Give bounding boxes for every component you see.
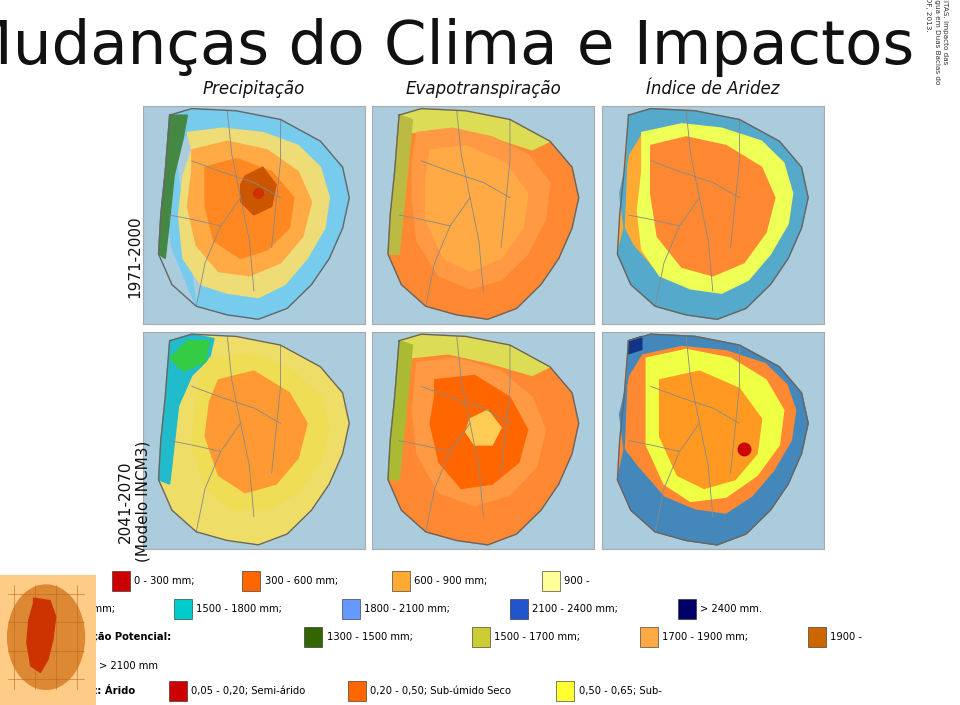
Bar: [542, 571, 560, 591]
Bar: [557, 681, 574, 701]
Polygon shape: [158, 334, 214, 484]
Polygon shape: [617, 334, 808, 545]
Text: 1500 - 1700 mm;: 1500 - 1700 mm;: [494, 632, 581, 642]
Text: 0,50 - 0,65; Sub-: 0,50 - 0,65; Sub-: [580, 686, 662, 696]
Bar: [169, 681, 187, 701]
Bar: [175, 599, 192, 619]
Text: 0,05 - 0,20; Semi-árido: 0,05 - 0,20; Semi-árido: [191, 686, 305, 696]
Polygon shape: [651, 137, 775, 276]
Text: Evapotranspiração: Evapotranspiração: [405, 80, 562, 98]
Text: 0 - 300 mm;: 0 - 300 mm;: [133, 576, 194, 586]
Bar: [111, 571, 130, 591]
Polygon shape: [399, 334, 550, 376]
Text: 1300 - 1500 mm;: 1300 - 1500 mm;: [326, 632, 413, 642]
Polygon shape: [388, 334, 579, 545]
Polygon shape: [165, 109, 349, 319]
Polygon shape: [425, 145, 528, 271]
Bar: [342, 599, 360, 619]
Polygon shape: [187, 141, 312, 276]
Bar: [304, 627, 323, 647]
Polygon shape: [388, 341, 413, 479]
Polygon shape: [388, 115, 413, 254]
Polygon shape: [179, 128, 329, 298]
Polygon shape: [637, 124, 793, 293]
Text: 1800 - 2100 mm;: 1800 - 2100 mm;: [364, 604, 450, 614]
Text: Precipitação:: Precipitação:: [7, 576, 81, 586]
Polygon shape: [617, 334, 808, 545]
Circle shape: [8, 585, 84, 689]
Polygon shape: [388, 109, 579, 319]
Text: 0,20 - 0,50; Sub-úmido Seco: 0,20 - 0,50; Sub-úmido Seco: [370, 686, 511, 696]
Bar: [393, 571, 410, 591]
Polygon shape: [205, 371, 307, 493]
Text: 600 - 900 mm;: 600 - 900 mm;: [415, 576, 488, 586]
Polygon shape: [646, 350, 783, 501]
Text: 1971-2000: 1971-2000: [127, 215, 142, 298]
Polygon shape: [170, 341, 209, 371]
Text: Índice de Aridez: Árido: Índice de Aridez: Árido: [7, 686, 135, 696]
Polygon shape: [192, 354, 329, 510]
Polygon shape: [399, 109, 550, 150]
Bar: [640, 627, 659, 647]
Text: Fonte: MARTINS, E.S.P.R.; C.F.C. BRAGA; E. De NYS; F.A. SOUZA FILHO; M.A.S. FREI: Fonte: MARTINS, E.S.P.R.; C.F.C. BRAGA; …: [924, 0, 948, 85]
Bar: [510, 599, 528, 619]
Bar: [243, 571, 260, 591]
Text: 1200 - 1500 mm;: 1200 - 1500 mm;: [29, 604, 114, 614]
Bar: [678, 599, 696, 619]
Bar: [7, 599, 25, 619]
Text: 1900 -: 1900 -: [830, 632, 862, 642]
Text: 2100 - 2400 mm;: 2100 - 2400 mm;: [532, 604, 618, 614]
Polygon shape: [430, 376, 528, 489]
Text: 300 - 600 mm;: 300 - 600 mm;: [265, 576, 338, 586]
Text: Mudanças do Clima e Impactos: Mudanças do Clima e Impactos: [0, 18, 914, 77]
Bar: [808, 627, 826, 647]
Bar: [348, 681, 366, 701]
Text: 1500 - 1800 mm;: 1500 - 1800 mm;: [197, 604, 282, 614]
Polygon shape: [413, 358, 545, 505]
Text: > 2400 mm.: > 2400 mm.: [700, 604, 762, 614]
Polygon shape: [158, 115, 187, 259]
Bar: [472, 627, 491, 647]
Bar: [77, 656, 95, 675]
Polygon shape: [241, 167, 276, 215]
Polygon shape: [617, 109, 808, 319]
Text: Índice de Aridez: Índice de Aridez: [646, 80, 780, 98]
Polygon shape: [660, 371, 761, 489]
Polygon shape: [27, 598, 56, 673]
Polygon shape: [205, 159, 294, 259]
Polygon shape: [617, 109, 808, 319]
Text: > 2100 mm: > 2100 mm: [99, 661, 158, 670]
Text: 1700 - 1900 mm;: 1700 - 1900 mm;: [662, 632, 748, 642]
Text: Evapotranspiração Potencial:: Evapotranspiração Potencial:: [7, 632, 172, 642]
Text: 2100 mm;: 2100 mm;: [7, 661, 58, 670]
Text: 900 -: 900 -: [564, 576, 589, 586]
Text: Precipitação: Precipitação: [203, 80, 305, 98]
Polygon shape: [158, 334, 349, 545]
Polygon shape: [629, 336, 642, 354]
Polygon shape: [466, 410, 501, 445]
Text: 2041-2070
(Modelo INCM3): 2041-2070 (Modelo INCM3): [118, 441, 151, 562]
Polygon shape: [413, 128, 550, 289]
